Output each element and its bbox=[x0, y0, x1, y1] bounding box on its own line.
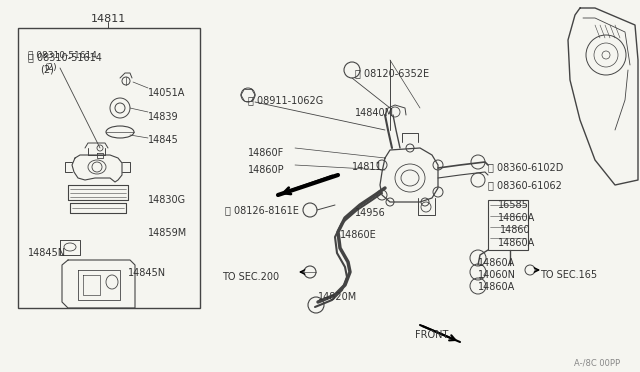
Text: 14845N: 14845N bbox=[128, 268, 166, 278]
Text: (2): (2) bbox=[40, 65, 54, 75]
Text: 14860E: 14860E bbox=[340, 230, 377, 240]
Text: 14811: 14811 bbox=[352, 162, 383, 172]
Text: 16585: 16585 bbox=[498, 200, 529, 210]
Text: FRONT: FRONT bbox=[415, 330, 449, 340]
Text: TO SEC.165: TO SEC.165 bbox=[540, 270, 597, 280]
Text: 14860A: 14860A bbox=[478, 282, 515, 292]
Text: 14860A: 14860A bbox=[478, 258, 515, 268]
Text: 14830G: 14830G bbox=[148, 195, 186, 205]
Text: 14839: 14839 bbox=[148, 112, 179, 122]
Text: Ⓑ 08120-6352E: Ⓑ 08120-6352E bbox=[355, 68, 429, 78]
Text: 14860A: 14860A bbox=[498, 213, 535, 223]
Text: Ⓢ 08310-51614: Ⓢ 08310-51614 bbox=[28, 52, 102, 62]
Text: 14860A: 14860A bbox=[498, 238, 535, 248]
Text: (2): (2) bbox=[44, 63, 56, 72]
Text: Ⓝ 08911-1062G: Ⓝ 08911-1062G bbox=[248, 95, 323, 105]
Text: TO SEC.200: TO SEC.200 bbox=[222, 272, 279, 282]
Text: 14956: 14956 bbox=[355, 208, 386, 218]
Text: Ⓢ 08360-6102D: Ⓢ 08360-6102D bbox=[488, 162, 563, 172]
Text: 14845N: 14845N bbox=[28, 248, 66, 258]
Text: 14860F: 14860F bbox=[248, 148, 284, 158]
Text: 14051A: 14051A bbox=[148, 88, 186, 98]
Text: 14060N: 14060N bbox=[478, 270, 516, 280]
Text: 14860P: 14860P bbox=[248, 165, 285, 175]
Text: 14859M: 14859M bbox=[148, 228, 188, 238]
Text: 14820M: 14820M bbox=[318, 292, 357, 302]
Bar bbox=[488, 200, 528, 250]
Text: Ⓢ 08310-51614: Ⓢ 08310-51614 bbox=[28, 50, 97, 59]
Text: 14811: 14811 bbox=[90, 14, 125, 24]
Text: 14845: 14845 bbox=[148, 135, 179, 145]
Bar bbox=[18, 28, 200, 308]
Text: Ⓑ 08126-8161E: Ⓑ 08126-8161E bbox=[225, 205, 299, 215]
Text: 14860: 14860 bbox=[500, 225, 531, 235]
Text: A-/8C 00PP: A-/8C 00PP bbox=[574, 358, 620, 367]
Text: 14840M: 14840M bbox=[355, 108, 394, 118]
Text: Ⓢ 08360-61062: Ⓢ 08360-61062 bbox=[488, 180, 562, 190]
